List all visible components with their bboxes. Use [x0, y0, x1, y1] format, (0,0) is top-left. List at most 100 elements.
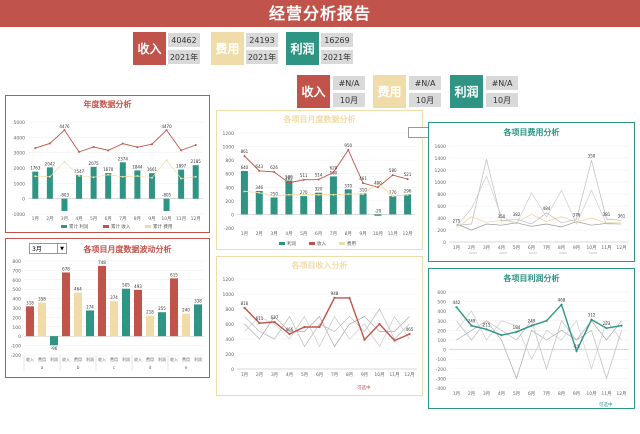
bar: [32, 171, 39, 199]
kpi-label: 收入: [133, 32, 166, 65]
series-point: [362, 193, 365, 196]
month-dropdown[interactable]: 3月 ▼: [29, 243, 67, 254]
kpi-label: 收入: [297, 75, 330, 108]
series-point: [48, 175, 51, 178]
series-point: [620, 324, 623, 327]
series-point: [515, 330, 518, 334]
y-tick-label: 1600: [435, 144, 447, 150]
x-tick-label: 9月: [148, 216, 155, 222]
y-tick-label: 2000: [14, 166, 26, 172]
legend-label: 累计 收入: [111, 223, 131, 230]
chevron-down-icon: ▼: [57, 244, 66, 253]
item-profit-panel: 各项目利润分析 600 500 400 300 200 100 0 -100 -200 -300 -…: [428, 268, 635, 409]
data-label: 461: [359, 176, 367, 181]
bar: [163, 198, 170, 212]
series-point: [165, 129, 168, 132]
x-tick-label: 7月: [119, 216, 126, 222]
y-tick-label: -200: [436, 367, 446, 373]
series-point: [332, 171, 335, 174]
data-label: 240: [182, 308, 190, 313]
x-tick-label: 9月: [359, 231, 366, 237]
bar: [119, 162, 126, 199]
series-point: [376, 186, 379, 189]
item-profit-chart: 600 500 400 300 200 100 0 -100 -200 -300 -400 1月 2月 3…: [436, 290, 629, 408]
series-point: [258, 322, 261, 325]
series-point: [391, 174, 394, 177]
y-tick-label: 600: [437, 290, 446, 296]
x-tick-label: 2月: [46, 216, 53, 222]
data-label: 505: [122, 283, 130, 288]
data-label: 270: [389, 190, 397, 195]
bar: [300, 196, 308, 215]
series-point: [455, 306, 458, 309]
series-point: [107, 149, 110, 152]
series-point: [333, 296, 336, 299]
series-point: [273, 170, 276, 173]
x-tick-label: 4月: [75, 216, 82, 222]
x-tick-label: 7月: [331, 372, 338, 378]
x-tick-label: 7月: [330, 231, 337, 237]
series-point: [194, 144, 197, 146]
x-tick-label: 12月: [404, 372, 414, 378]
data-label: 950: [344, 143, 352, 148]
data-label: 312: [588, 313, 596, 318]
x-tick-label: 12月: [402, 231, 412, 237]
data-label: 211: [483, 322, 491, 327]
series-point: [348, 296, 351, 299]
x-tick-label: 3月: [270, 231, 277, 237]
y-tick-label: -200: [224, 226, 234, 232]
series-point: [194, 175, 197, 178]
y-tick-label: 0: [22, 197, 25, 203]
series-point: [393, 339, 396, 342]
y-tick-label: 600: [12, 278, 21, 284]
x-tick-label: 1月: [453, 391, 460, 397]
y-tick-label: 800: [437, 192, 446, 198]
item-cost-chart: 1600 1400 1200 1000 800 600 400 200 0 1月 2月 3月 4月 5月 6…: [435, 144, 629, 254]
series-point: [121, 175, 124, 178]
series-point: [92, 145, 95, 148]
series-point: [136, 146, 139, 149]
data-label: 465: [285, 176, 293, 181]
series-point: [78, 174, 81, 177]
bar: [50, 336, 58, 346]
bar: [105, 173, 112, 199]
y-tick-label: 0: [443, 348, 446, 354]
y-tick-label: 200: [12, 315, 21, 321]
series-point: [78, 150, 81, 153]
data-label: 296: [404, 188, 412, 193]
item-income-panel: 各项目收入分析 1200 1000 800 600 400 200 0 1月 2月 3月 4月 5月 6…: [216, 256, 423, 396]
x-tick-label: 5月: [513, 245, 520, 251]
series-point: [107, 173, 110, 176]
x-tick-label: 5月: [90, 216, 97, 222]
series-point: [287, 181, 290, 184]
monthly-change-chart: 800 700 600 500 400 300 200 100 0 -100 -200 318 收入 35…: [11, 259, 204, 371]
data-label: -15: [573, 344, 580, 349]
bar: [344, 189, 352, 215]
x-tick-label: 4月: [286, 372, 293, 378]
series-point: [317, 193, 320, 196]
x-tick-label: 8月: [134, 216, 141, 222]
series-point: [575, 349, 578, 353]
data-label: 376: [573, 212, 581, 217]
y-tick-label: 200: [437, 228, 446, 234]
x-tick-label: 11月: [176, 216, 186, 222]
series-point: [376, 182, 379, 185]
data-label: 400: [374, 180, 382, 185]
item-income-chart: 1200 1000 800 600 400 200 0 1月 2月 3月 4月 5月 6月 7月 8月 9月 1…: [223, 277, 417, 391]
series-point: [470, 324, 473, 327]
item-cost-panel: 各项目费用分析 1600 1400 1200 1000 800 600 400 200 0 1月 2…: [428, 122, 635, 262]
kpi-month-label: 10月: [333, 93, 365, 107]
y-tick-label: 800: [225, 307, 234, 313]
bar: [255, 190, 263, 215]
x-tick-label: 费用: [182, 356, 190, 362]
bar: [158, 312, 166, 337]
data-label: -20: [375, 208, 382, 213]
series-line: [244, 308, 410, 348]
x-tick-label: 2月: [468, 391, 475, 397]
series-point: [243, 190, 246, 193]
x-tick-label: 3月: [483, 391, 490, 397]
data-label: 2042: [45, 161, 56, 166]
series-point: [545, 319, 548, 322]
series-line: [455, 303, 622, 353]
x-tick-label: 收入: [134, 356, 142, 362]
